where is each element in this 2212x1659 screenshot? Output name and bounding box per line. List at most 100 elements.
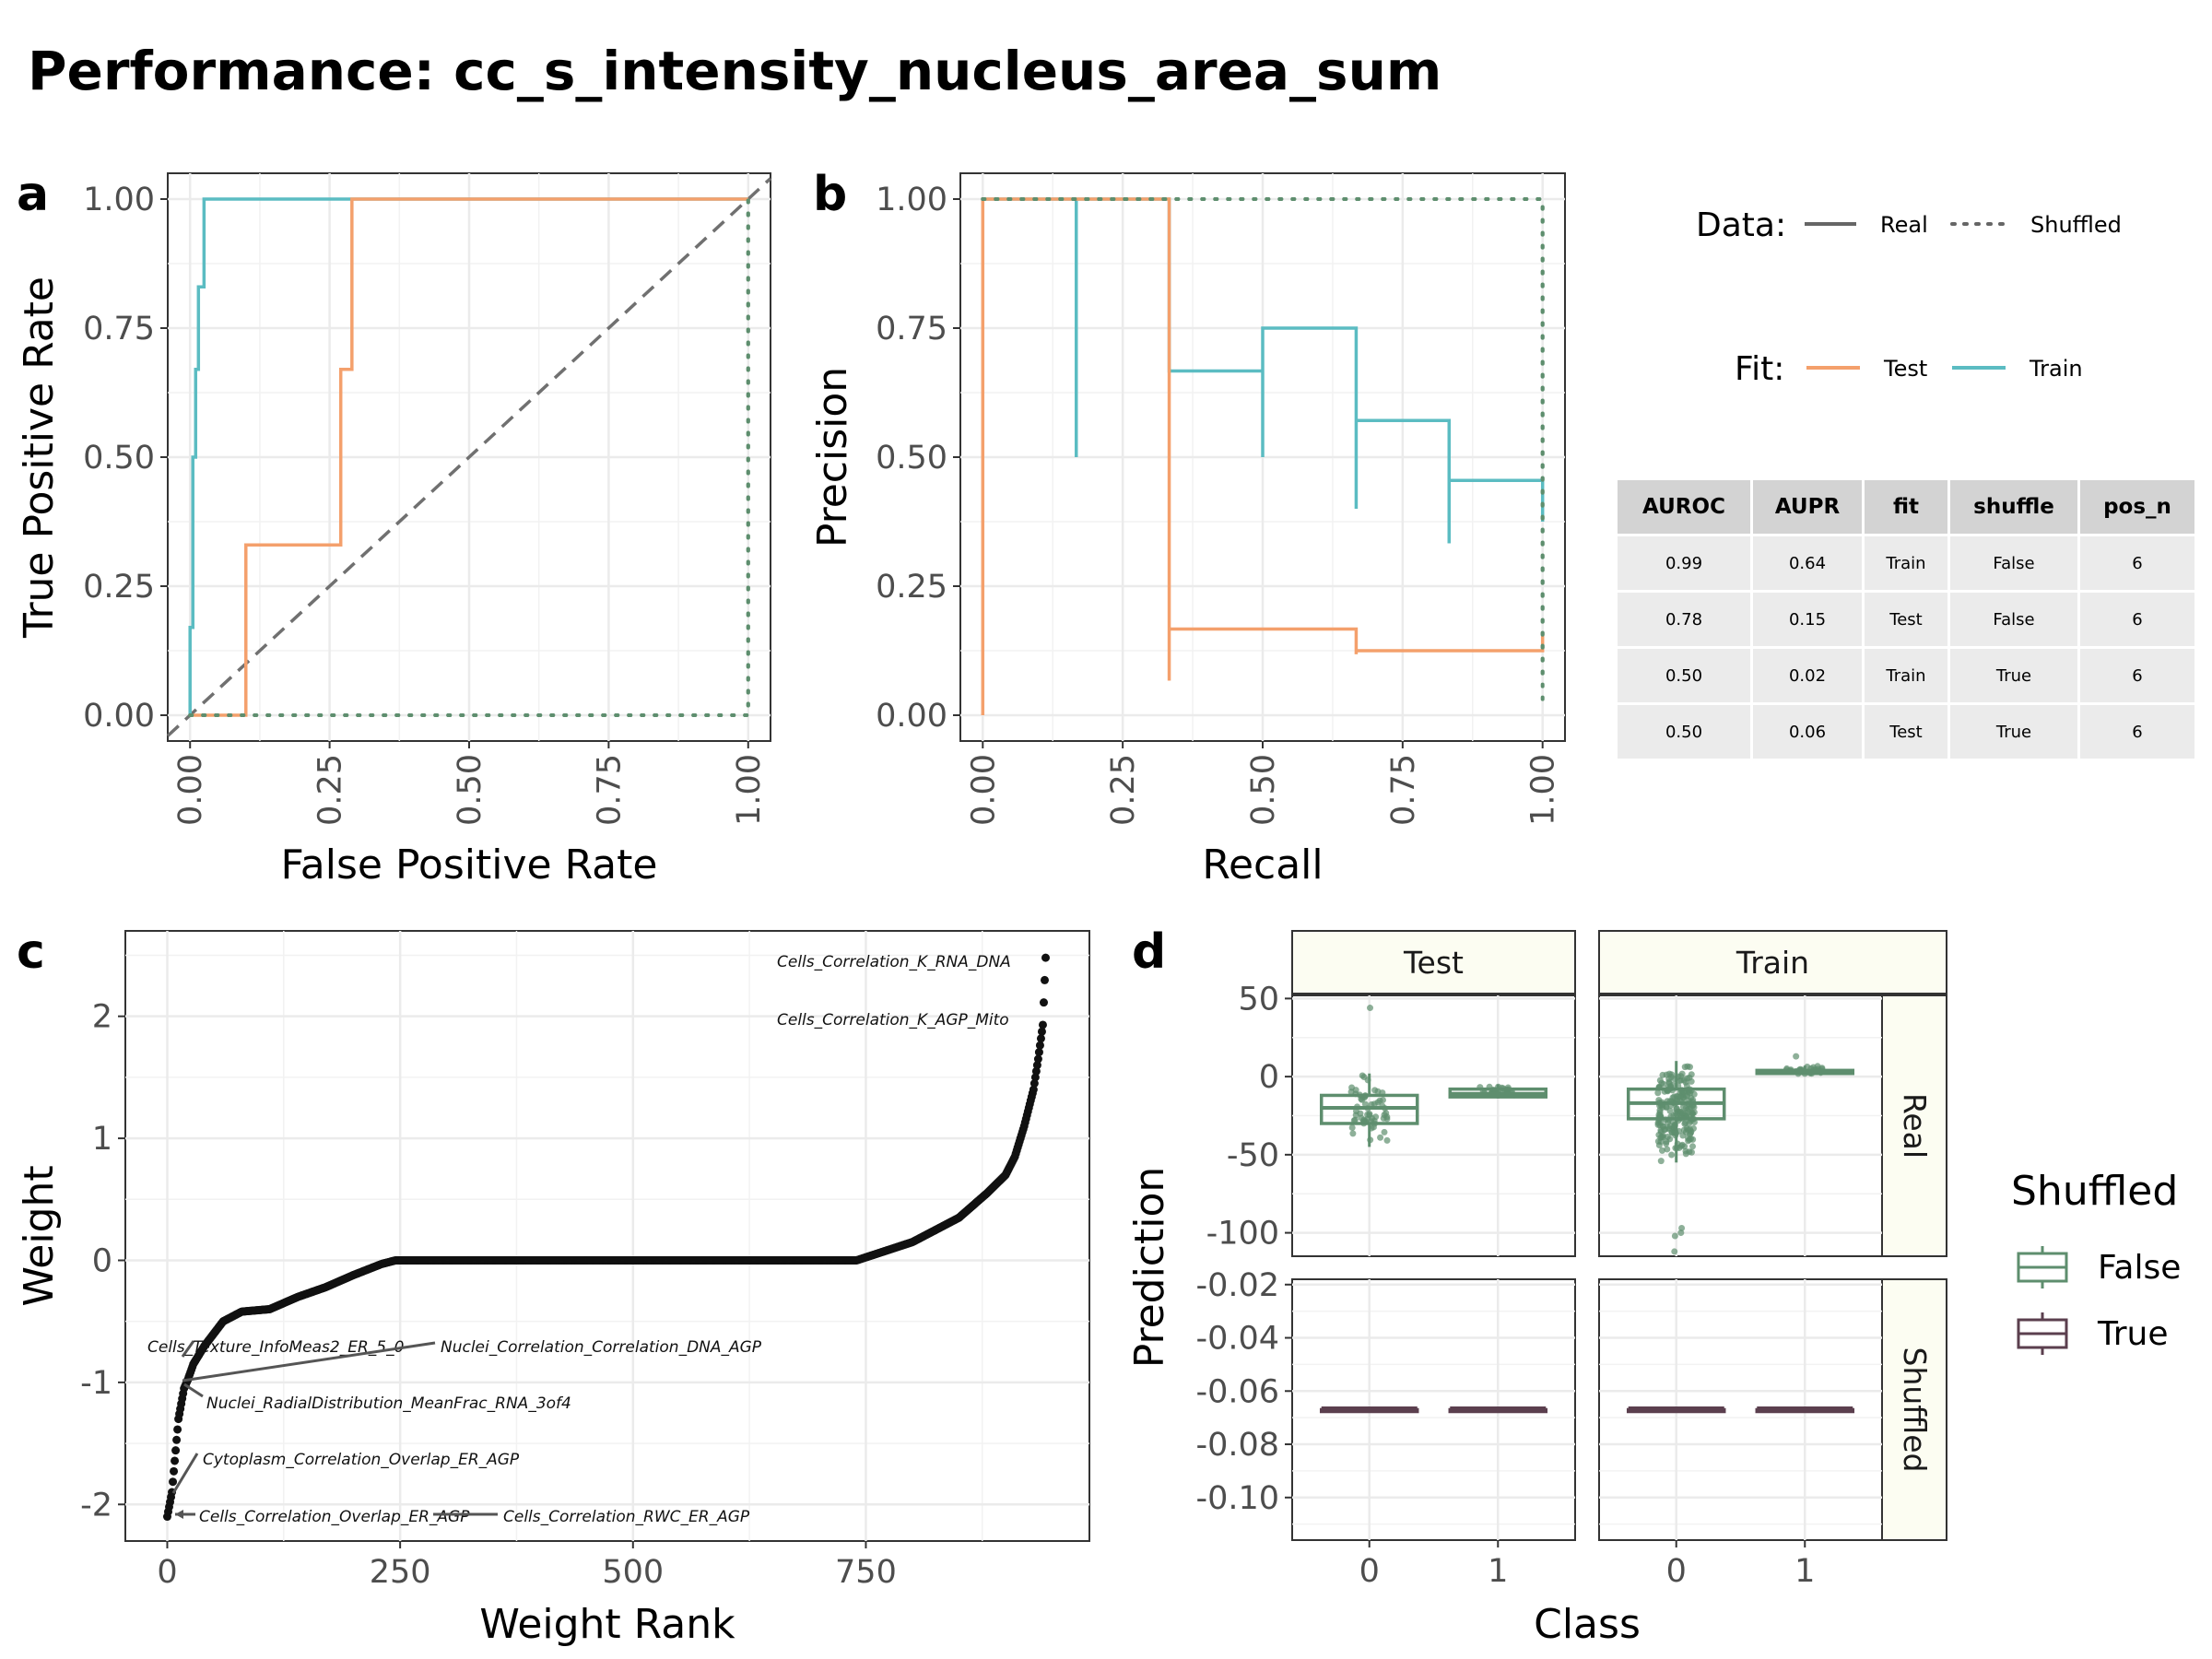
jitter-point — [1689, 1135, 1697, 1143]
legend-true-key — [2017, 1312, 2068, 1355]
jitter-point — [1665, 1070, 1673, 1077]
box-test-shuffled-class-0 — [1319, 1406, 1419, 1414]
x-tick-label: 0.50 — [452, 754, 488, 826]
figure-title: Performance: cc_s_intensity_nucleus_area… — [28, 40, 1441, 102]
jitter-point — [1657, 1158, 1665, 1165]
weight-point — [1038, 1020, 1047, 1030]
legend-test-label: Test — [1883, 356, 1927, 382]
x-tick-label: 1 — [1794, 1553, 1815, 1590]
x-tick-label: 0.25 — [312, 754, 349, 826]
jitter-point — [1655, 1131, 1663, 1138]
jitter-point — [1689, 1124, 1697, 1132]
weight-point — [1032, 1061, 1041, 1070]
y-tick-label: -2 — [80, 1487, 112, 1524]
jitter-point — [1666, 1107, 1674, 1114]
legend-fit-title: Fit: — [1735, 350, 1784, 388]
weight-point — [1029, 1085, 1038, 1094]
facet-plot-area — [1598, 994, 1883, 1257]
table-cell: Train — [1865, 649, 1947, 702]
table-cell: False — [1950, 593, 2077, 646]
table-cell: 6 — [2080, 649, 2194, 702]
panel-label-b: b — [813, 167, 847, 222]
jitter-point — [1349, 1130, 1357, 1137]
annotation-label: Cells_Correlation_Overlap_ER_AGP — [199, 1508, 470, 1526]
y-tick-label: -0.04 — [1195, 1321, 1279, 1358]
jitter-point — [1663, 1103, 1670, 1111]
jitter-point — [1361, 1100, 1369, 1108]
table-cell: True — [1950, 705, 2077, 759]
box-train-real-class-0 — [1626, 1061, 1726, 1255]
table-cell: 6 — [2080, 536, 2194, 590]
weight-point — [1036, 1034, 1045, 1043]
y-tick-label: 1 — [92, 1121, 112, 1158]
annotation-arrowhead — [175, 1510, 183, 1519]
annotation-label: Cytoplasm_Correlation_Overlap_ER_AGP — [203, 1451, 520, 1469]
annotation-label: Nuclei_Correlation_Correlation_DNA_AGP — [441, 1338, 762, 1357]
jitter-point — [1366, 1111, 1373, 1118]
jitter-point — [1348, 1124, 1356, 1132]
weight-point — [1040, 975, 1049, 984]
legend-shuffled: Shuffled False True — [2011, 1168, 2181, 1355]
annotation-label: Nuclei_RadialDistribution_MeanFrac_RNA_3… — [206, 1394, 571, 1413]
jitter-point — [1381, 1112, 1388, 1119]
box-train-real-class-1 — [1755, 1053, 1855, 1077]
x-tick-label: 750 — [835, 1554, 897, 1591]
facet-strip-label: Test — [1403, 945, 1464, 981]
y-tick-label: 1.00 — [876, 182, 947, 218]
prediction-panel: d Test Train Real Shuffled 50 0 -50 -100 -0.02 -0… — [1126, 924, 1947, 1648]
metrics-header-aupr: AUPR — [1753, 480, 1862, 534]
x-tick-label: 0.00 — [172, 754, 209, 826]
jitter-point — [1381, 1128, 1388, 1135]
box-test-real-class-1 — [1448, 1083, 1548, 1099]
table-cell: 6 — [2080, 705, 2194, 759]
weight-point — [1034, 1048, 1043, 1057]
weight-point — [1035, 1041, 1044, 1050]
pr-x-label: Recall — [1202, 841, 1323, 888]
facet-strip-real — [1881, 994, 1947, 1257]
x-tick-label: 0.75 — [1385, 754, 1422, 826]
table-cell: 0.50 — [1618, 649, 1750, 702]
outlier-point — [1671, 1232, 1678, 1240]
box-train-shuffled-class-1 — [1755, 1406, 1855, 1414]
y-tick-label: -50 — [1227, 1137, 1279, 1174]
y-tick-label: -100 — [1206, 1216, 1279, 1253]
x-tick-label: 1.00 — [1525, 754, 1562, 826]
x-tick-label: 250 — [370, 1554, 431, 1591]
jitter-point — [1686, 1074, 1693, 1081]
jitter-point — [1682, 1110, 1689, 1117]
table-row: 0.50 0.06 Test True 6 — [1618, 705, 2194, 759]
weight-point — [171, 1456, 180, 1465]
weight-point — [1033, 1054, 1042, 1064]
legend-train-label: Train — [2029, 356, 2083, 382]
y-tick-label: 0.00 — [876, 698, 947, 735]
weight-point — [169, 1477, 178, 1487]
jitter-point — [1669, 1081, 1677, 1088]
chance-diagonal — [166, 177, 772, 737]
facet-strip-label: Shuffled — [1897, 1347, 1933, 1473]
table-cell: 0.15 — [1753, 593, 1862, 646]
x-tick-label: 0.25 — [1105, 754, 1142, 826]
jitter-point — [1677, 1077, 1684, 1084]
jitter-point — [1351, 1116, 1359, 1124]
jitter-point — [1656, 1109, 1664, 1116]
curve-test-real — [190, 197, 748, 717]
y-tick-label: -0.06 — [1195, 1373, 1279, 1410]
x-tick-label: 0.00 — [965, 754, 1002, 826]
curve-train-shuffled — [188, 197, 750, 717]
jitter-point — [1689, 1143, 1697, 1150]
y-tick-label: -0.10 — [1195, 1480, 1279, 1517]
jitter-point — [1654, 1137, 1662, 1145]
jitter-point — [1370, 1124, 1377, 1131]
jitter-point — [1352, 1112, 1359, 1119]
box-test-shuffled-class-1 — [1448, 1406, 1548, 1414]
x-tick-label: 0.75 — [591, 754, 628, 826]
table-cell: Train — [1865, 536, 1947, 590]
jitter-point — [1656, 1077, 1664, 1084]
weight-point — [1031, 1066, 1041, 1076]
legend-shuffled-title: Shuffled — [2011, 1168, 2178, 1215]
x-tick-label: 1.00 — [731, 754, 768, 826]
y-tick-label: -1 — [80, 1365, 112, 1402]
facet-strip-label: Train — [1735, 945, 1809, 981]
roc-x-label: False Positive Rate — [281, 841, 658, 888]
table-cell: 0.64 — [1753, 536, 1862, 590]
